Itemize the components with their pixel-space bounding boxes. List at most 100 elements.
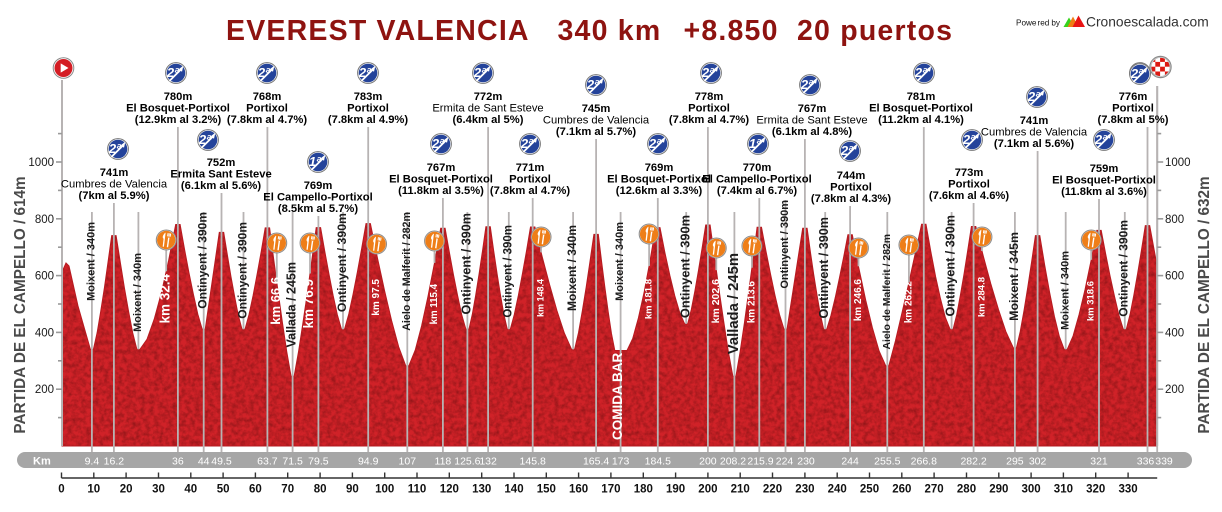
svg-text:295: 295 [1006, 456, 1024, 468]
svg-text:266.8: 266.8 [911, 456, 937, 468]
svg-text:(7.1km al 5.6%): (7.1km al 5.6%) [994, 138, 1074, 150]
svg-text:(7.8km al 4.7%): (7.8km al 4.7%) [669, 114, 749, 126]
svg-text:768m: 768m [253, 91, 282, 103]
svg-text:Ontinyent / 390m: Ontinyent / 390m [779, 200, 791, 289]
svg-text:Aielo de Malferit / 282m: Aielo de Malferit / 282m [401, 212, 413, 331]
svg-text:49.5: 49.5 [211, 456, 232, 468]
svg-text:COMIDA BAR: COMIDA BAR [610, 353, 625, 440]
svg-text:50: 50 [217, 484, 230, 496]
svg-text:Ermita Sant Esteve: Ermita Sant Esteve [170, 169, 271, 181]
svg-text:771m: 771m [516, 162, 545, 174]
svg-text:400: 400 [35, 327, 54, 339]
svg-text:20: 20 [120, 484, 133, 496]
svg-text:Cumbres de Valencia: Cumbres de Valencia [61, 179, 168, 191]
svg-text:Moixent / 340m: Moixent / 340m [614, 222, 626, 301]
svg-text:745m: 745m [582, 103, 611, 115]
svg-text:(7.4km al 6.7%): (7.4km al 6.7%) [717, 185, 797, 197]
svg-text:(7.8km al 4.3%): (7.8km al 4.3%) [811, 193, 891, 205]
svg-text:(7.1km al 5.7%): (7.1km al 5.7%) [556, 126, 636, 138]
svg-text:250: 250 [860, 484, 879, 496]
svg-text:(12.9km al 3.2%): (12.9km al 3.2%) [135, 114, 222, 126]
svg-text:290: 290 [989, 484, 1008, 496]
svg-text:70: 70 [281, 484, 294, 496]
svg-text:230: 230 [797, 456, 815, 468]
svg-text:km 148.4: km 148.4 [535, 279, 545, 317]
svg-text:El Bosquet-Portixol: El Bosquet-Portixol [126, 103, 230, 115]
svg-text:783m: 783m [354, 91, 383, 103]
svg-text:330: 330 [1119, 484, 1138, 496]
svg-text:0: 0 [58, 484, 64, 496]
svg-text:El Bosquet-Portixol: El Bosquet-Portixol [607, 174, 711, 186]
svg-text:km 262.2: km 262.2 [903, 281, 914, 324]
svg-text:Moixent / 345m: Moixent / 345m [1007, 232, 1021, 321]
svg-text:Ontinyent / 390m: Ontinyent / 390m [235, 222, 249, 319]
svg-text:767m: 767m [427, 162, 456, 174]
svg-text:600: 600 [35, 271, 54, 283]
svg-text:km 318.6: km 318.6 [1086, 281, 1097, 321]
svg-text:Ontinyent / 390m: Ontinyent / 390m [817, 217, 831, 318]
svg-text:130: 130 [472, 484, 491, 496]
svg-text:270: 270 [925, 484, 944, 496]
svg-text:Moixent / 340m: Moixent / 340m [86, 222, 98, 301]
svg-text:PARTIDA DE EL CAMPELLO / 632m: PARTIDA DE EL CAMPELLO / 632m [1196, 176, 1213, 433]
svg-text:Ontinyent / 390m: Ontinyent / 390m [503, 225, 515, 318]
svg-text:Cumbres de Valencia: Cumbres de Valencia [981, 127, 1088, 139]
svg-text:165.4: 165.4 [583, 456, 609, 468]
svg-text:776m: 776m [1119, 91, 1148, 103]
svg-text:Portixol: Portixol [509, 174, 551, 186]
svg-text:km 115.4: km 115.4 [429, 283, 440, 324]
svg-text:260: 260 [892, 484, 911, 496]
svg-text:120: 120 [440, 484, 459, 496]
svg-text:km 76.9: km 76.9 [301, 279, 316, 329]
svg-text:Ontinyent / 390m: Ontinyent / 390m [196, 212, 210, 309]
svg-text:300: 300 [1022, 484, 1041, 496]
svg-text:400: 400 [1165, 327, 1184, 339]
svg-text:Vallada / 245m: Vallada / 245m [285, 262, 299, 347]
svg-text:80: 80 [314, 484, 327, 496]
svg-text:94.9: 94.9 [358, 456, 379, 468]
svg-text:1000: 1000 [1165, 157, 1191, 169]
svg-text:772m: 772m [474, 91, 503, 103]
svg-text:600: 600 [1165, 271, 1184, 283]
svg-text:Portixol: Portixol [1112, 103, 1154, 115]
svg-text:255.5: 255.5 [874, 456, 900, 468]
svg-text:769m: 769m [304, 180, 333, 192]
svg-text:770m: 770m [743, 162, 772, 174]
svg-text:190: 190 [666, 484, 685, 496]
svg-text:Ontinyent / 390m: Ontinyent / 390m [677, 215, 692, 318]
svg-text:El Campello-Portixol: El Campello-Portixol [263, 192, 372, 204]
svg-text:Ontinyent / 390m: Ontinyent / 390m [944, 215, 958, 316]
svg-text:767m: 767m [798, 103, 827, 115]
svg-text:PARTIDA DE EL CAMPELLO / 614m: PARTIDA DE EL CAMPELLO / 614m [12, 176, 29, 433]
svg-text:(7.8km al 4.7%): (7.8km al 4.7%) [227, 114, 307, 126]
svg-text:781m: 781m [907, 91, 936, 103]
svg-text:km 202.6: km 202.6 [710, 279, 722, 324]
svg-text:1000: 1000 [28, 157, 54, 169]
svg-text:71.5: 71.5 [282, 456, 303, 468]
svg-text:(7.6km al 4.6%): (7.6km al 4.6%) [929, 190, 1009, 202]
svg-text:741m: 741m [100, 167, 129, 179]
svg-text:173: 173 [612, 456, 630, 468]
svg-text:63.7: 63.7 [257, 456, 278, 468]
svg-text:150: 150 [537, 484, 556, 496]
svg-text:Portixol: Portixol [688, 103, 730, 115]
svg-text:36: 36 [172, 456, 184, 468]
svg-text:(7.8km al 5%): (7.8km al 5%) [1098, 114, 1169, 126]
svg-text:El Bosquet-Portixol: El Bosquet-Portixol [389, 174, 493, 186]
svg-text:132: 132 [479, 456, 497, 468]
svg-text:40: 40 [184, 484, 197, 496]
svg-text:44: 44 [198, 456, 210, 468]
svg-text:778m: 778m [695, 91, 724, 103]
svg-text:100: 100 [375, 484, 394, 496]
svg-text:(7.8km al 4.9%): (7.8km al 4.9%) [328, 114, 408, 126]
svg-text:km 213.6: km 213.6 [746, 281, 757, 324]
svg-text:(7km al 5.9%): (7km al 5.9%) [79, 190, 150, 202]
svg-text:800: 800 [35, 214, 54, 226]
svg-text:110: 110 [408, 484, 427, 496]
svg-text:210: 210 [731, 484, 750, 496]
svg-text:(6.1km al 5.6%): (6.1km al 5.6%) [181, 180, 261, 192]
svg-text:El Campello-Portixol: El Campello-Portixol [702, 174, 811, 186]
svg-text:(11.2km al 4.1%): (11.2km al 4.1%) [878, 114, 964, 126]
